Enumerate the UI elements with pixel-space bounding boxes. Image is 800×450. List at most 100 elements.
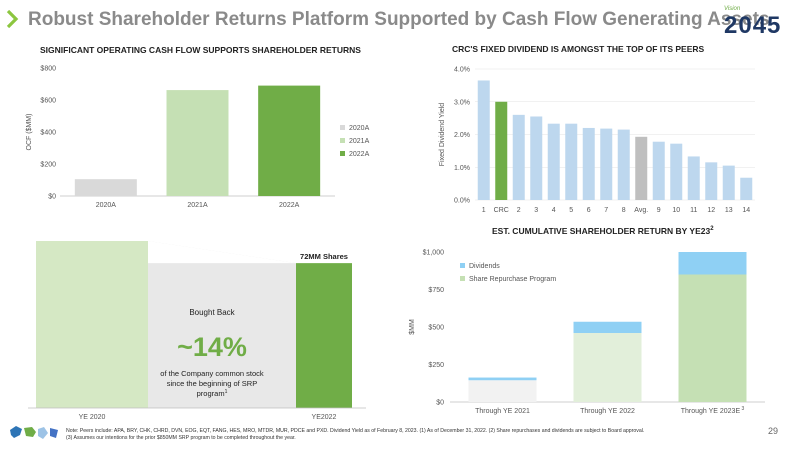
y-tick-label: $600: [40, 98, 56, 105]
footnote-line-1: Note: Peers include: APA, BRY, CHK, CHRD…: [66, 428, 645, 434]
y-tick-label: 2.0%: [454, 132, 470, 139]
y-tick-label: $250: [428, 362, 444, 369]
x-tick-label: 12: [707, 207, 715, 214]
share-count-chart: 83MM Shares 72MM Shares YE 2020 YE2022 Bough…: [28, 238, 366, 421]
bar: [600, 128, 613, 200]
bar-label: 83MM Shares: [35, 238, 82, 239]
x-tick-label: CRC: [494, 207, 509, 214]
bar: [740, 177, 753, 200]
logo-year-text: 2045: [724, 12, 782, 39]
bar: [652, 141, 665, 200]
y-tick-label: $500: [428, 325, 444, 332]
y-tick-label: 4.0%: [454, 67, 470, 74]
repurchase-bar-segment: [573, 333, 642, 402]
x-tick-label: 2: [517, 207, 521, 214]
callout-body-line: since the beginning of SRP: [167, 379, 257, 388]
y-tick-label: $400: [40, 130, 56, 137]
x-tick-label: 10: [672, 207, 680, 214]
connector-mask: [148, 241, 296, 264]
chevron-right-icon: [6, 10, 19, 28]
logo-small-text: Vision: [724, 6, 741, 12]
connector-area: [148, 241, 296, 408]
x-tick-label: Avg.: [634, 207, 648, 214]
callout-label: Bought Back: [189, 308, 235, 317]
bar: [477, 80, 490, 200]
callout-body-line: program1: [197, 389, 228, 398]
bar: [74, 179, 137, 196]
ocf-chart-title: SIGNIFICANT OPERATING CASH FLOW SUPPORTS…: [40, 45, 361, 55]
footnote-line-2: (3) Assumes our intentions for the prior…: [66, 435, 296, 441]
legend-swatch: [460, 276, 465, 281]
y-axis-label: OCF ($MM): [26, 114, 33, 151]
x-tick-label: Through YE 2022: [580, 408, 635, 415]
map-icon: [8, 424, 60, 442]
y-axis-label: $MM: [409, 319, 416, 335]
legend-swatch: [340, 151, 345, 156]
legend-label: Share Repurchase Program: [469, 276, 556, 283]
cumulative-return-chart: $0 $250 $500 $750 $1,000 $MM Through YE 2021 Th…: [409, 250, 765, 415]
footnote-marker: 1: [225, 389, 228, 395]
bar: [635, 136, 648, 200]
x-tick-label: Through YE 2023E 3: [681, 406, 745, 415]
dividend-bar-segment: [468, 377, 537, 381]
x-tick-label: Through YE 2021: [475, 408, 530, 415]
x-tick-label: 11: [690, 207, 697, 214]
footnote-marker: 3: [740, 406, 744, 412]
legend-label: 2021A: [349, 138, 370, 145]
callout-body-line: of the Company common stock: [160, 369, 264, 378]
x-tick-label: 1: [482, 207, 486, 214]
repurchase-bar-segment: [468, 380, 537, 402]
bar: [296, 263, 352, 408]
x-tick-label: YE 2020: [79, 414, 106, 421]
vision-2045-logo: Vision 2045: [720, 6, 792, 40]
y-tick-label: $800: [40, 66, 56, 73]
bar: [495, 101, 508, 200]
legend-swatch: [340, 138, 345, 143]
page-number: 29: [767, 426, 778, 436]
bar: [705, 162, 718, 200]
y-tick-label: $750: [428, 287, 444, 294]
legend-swatch: [460, 263, 465, 268]
dividend-bar-segment: [678, 252, 747, 275]
bar: [512, 114, 525, 200]
x-tick-label: 14: [742, 207, 750, 214]
bar: [530, 116, 543, 200]
y-tick-label: $0: [436, 400, 444, 407]
bar: [670, 143, 683, 200]
x-tick-label: 8: [622, 207, 626, 214]
legend-label: 2020A: [349, 125, 370, 132]
bar: [36, 241, 148, 408]
footnote: Note: Peers include: APA, BRY, CHK, CHRD…: [66, 428, 766, 442]
legend-label: Dividends: [469, 263, 500, 270]
page-title: Robust Shareholder Returns Platform Supp…: [28, 9, 770, 30]
x-tick-label: 5: [569, 207, 573, 214]
bar: [547, 123, 560, 200]
x-tick-label: YE2022: [312, 414, 337, 421]
callout-value: ~14%: [177, 332, 247, 362]
dividend-yield-bar-chart: 0.0% 1.0% 2.0% 3.0% 4.0% Fixed Dividend Yield…: [439, 67, 755, 214]
bar-label: 72MM Shares: [300, 252, 348, 261]
x-tick-label: 4: [552, 207, 556, 214]
bar: [582, 127, 595, 200]
legend-swatch: [340, 125, 345, 130]
bar: [565, 123, 578, 200]
dividend-bar-segment: [573, 321, 642, 333]
legend-label: 2022A: [349, 151, 370, 158]
y-tick-label: $0: [48, 194, 56, 201]
cumulative-chart-title: EST. CUMULATIVE SHAREHOLDER RETURN BY YE…: [492, 226, 714, 236]
y-axis-label: Fixed Dividend Yield: [439, 103, 446, 167]
dividend-chart-title: CRC'S FIXED DIVIDEND IS AMONGST THE TOP …: [452, 44, 705, 54]
x-tick-label: 9: [657, 207, 661, 214]
bar: [258, 85, 321, 196]
bar: [722, 165, 735, 200]
x-tick-label: 6: [587, 207, 591, 214]
bar: [617, 129, 630, 200]
y-tick-label: $200: [40, 162, 56, 169]
x-tick-label: 13: [725, 207, 733, 214]
bar: [687, 156, 700, 200]
y-tick-label: 3.0%: [454, 99, 470, 106]
bar: [166, 90, 229, 196]
x-tick-label: 7: [604, 207, 608, 214]
x-tick-label: 2021A: [187, 202, 208, 209]
y-tick-label: 0.0%: [454, 198, 470, 205]
